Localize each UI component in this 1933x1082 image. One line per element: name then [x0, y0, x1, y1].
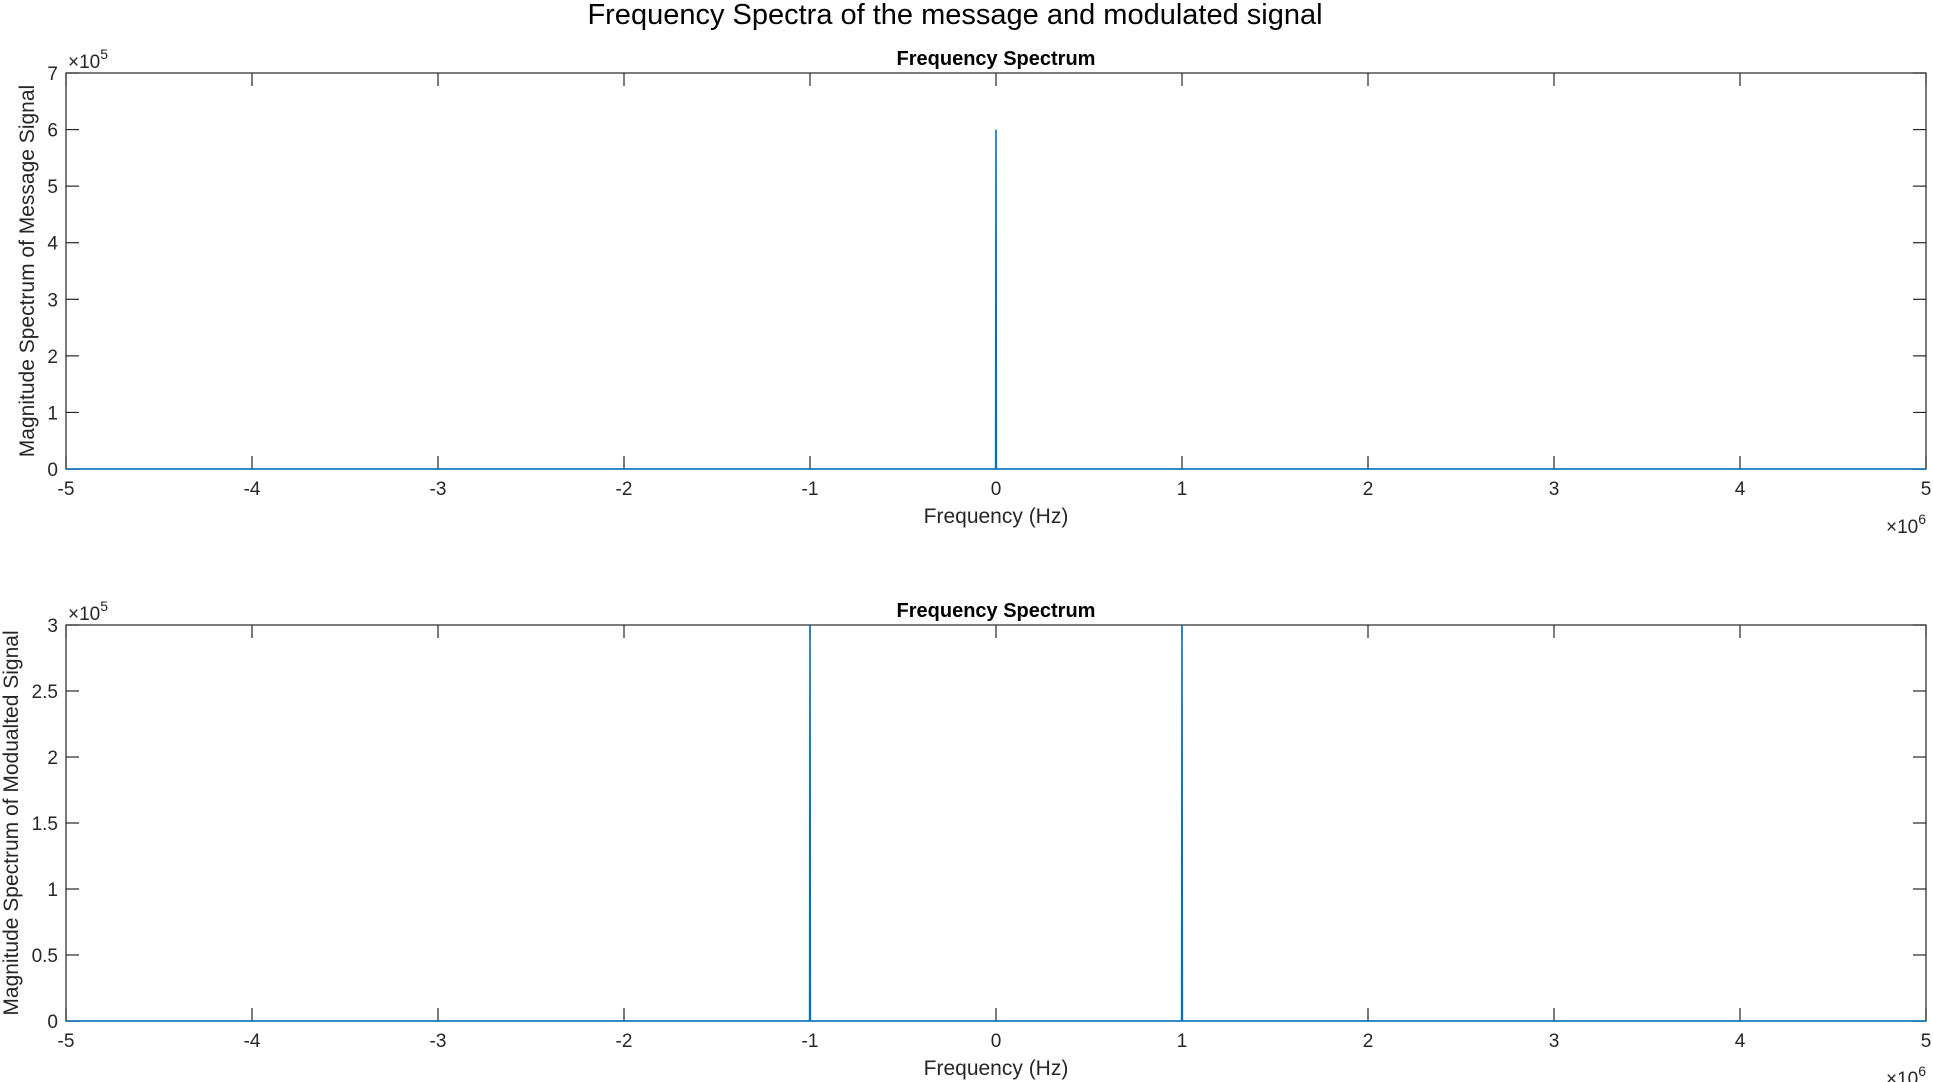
message-spectrum-axes: Frequency Spectrum -5 -4 -3 -2 -1 0 1 2 3 4 5 0 1 2 3 4 5… [16, 46, 1931, 538]
message-ytick-label: 2 [47, 347, 58, 368]
message-xtick-label: 3 [1549, 479, 1560, 500]
modulated-xtick-label: 2 [1363, 1031, 1374, 1052]
modulated-yaxis-label: Magnitude Spectrum of Modualted Signal [0, 630, 23, 1015]
modulated-ytick-label: 0 [47, 1012, 58, 1033]
message-ytick-label: 6 [47, 121, 58, 142]
message-xtick-label: -3 [430, 479, 447, 500]
modulated-ytick-label: 3 [47, 616, 58, 637]
modulated-axes-title: Frequency Spectrum [897, 600, 1096, 622]
modulated-xtick-label: 0 [991, 1031, 1002, 1052]
message-ytick-label: 5 [47, 177, 58, 198]
modulated-ytick-label: 2 [47, 748, 58, 769]
message-ytick-label: 1 [47, 403, 58, 424]
modulated-ytick-label: 1.5 [32, 814, 58, 835]
modulated-spectrum-axes: Frequency Spectrum -5 -4 -3 -2 -1 0 1 2 3 4 5 0 0.5 1 1… [0, 598, 1931, 1082]
modulated-yaxis-exponent: ×105 [68, 598, 108, 625]
modulated-ytick-label: 1 [47, 880, 58, 901]
message-ytick-label: 4 [47, 234, 58, 255]
message-xtick-label: 2 [1363, 479, 1374, 500]
modulated-ytick-label: 2.5 [32, 682, 58, 703]
message-xtick-label: 4 [1735, 479, 1746, 500]
message-xaxis-exponent: ×106 [1886, 511, 1926, 538]
modulated-xtick-label: -4 [244, 1031, 261, 1052]
modulated-plot-area [65, 624, 1927, 1022]
message-ytick-label: 7 [47, 64, 58, 85]
message-xtick-label: 1 [1177, 479, 1188, 500]
modulated-xtick-label: -3 [430, 1031, 447, 1052]
message-axes-title: Frequency Spectrum [897, 48, 1096, 70]
message-ytick-label: 3 [47, 290, 58, 311]
message-xtick-label: 0 [991, 479, 1002, 500]
message-xtick-label: -4 [244, 479, 261, 500]
modulated-xtick-label: 4 [1735, 1031, 1746, 1052]
modulated-ytick-label: 0.5 [32, 946, 58, 967]
message-xtick-label: -2 [616, 479, 633, 500]
message-spectrum-line [66, 129, 1926, 470]
message-xtick-label: -5 [58, 479, 75, 500]
modulated-xtick-label: 5 [1921, 1031, 1932, 1052]
modulated-xtick-label: 1 [1177, 1031, 1188, 1052]
figure-title: Frequency Spectra of the message and mod… [587, 0, 1322, 31]
message-yaxis-exponent: ×105 [68, 46, 108, 73]
message-xaxis-label: Frequency (Hz) [924, 505, 1069, 528]
message-yaxis-label: Magnitude Spectrum of Message Signal [16, 85, 39, 457]
message-xtick-label: -1 [802, 479, 819, 500]
modulated-xaxis-exponent: ×106 [1886, 1063, 1926, 1082]
message-ytick-label: 0 [47, 460, 58, 481]
message-xtick-label: 5 [1921, 479, 1932, 500]
modulated-spectrum-line [66, 624, 1926, 1022]
modulated-xaxis-label: Frequency (Hz) [924, 1057, 1069, 1080]
modulated-xtick-label: -1 [802, 1031, 819, 1052]
modulated-xtick-label: -2 [616, 1031, 633, 1052]
modulated-xtick-label: -5 [58, 1031, 75, 1052]
modulated-xtick-label: 3 [1549, 1031, 1560, 1052]
